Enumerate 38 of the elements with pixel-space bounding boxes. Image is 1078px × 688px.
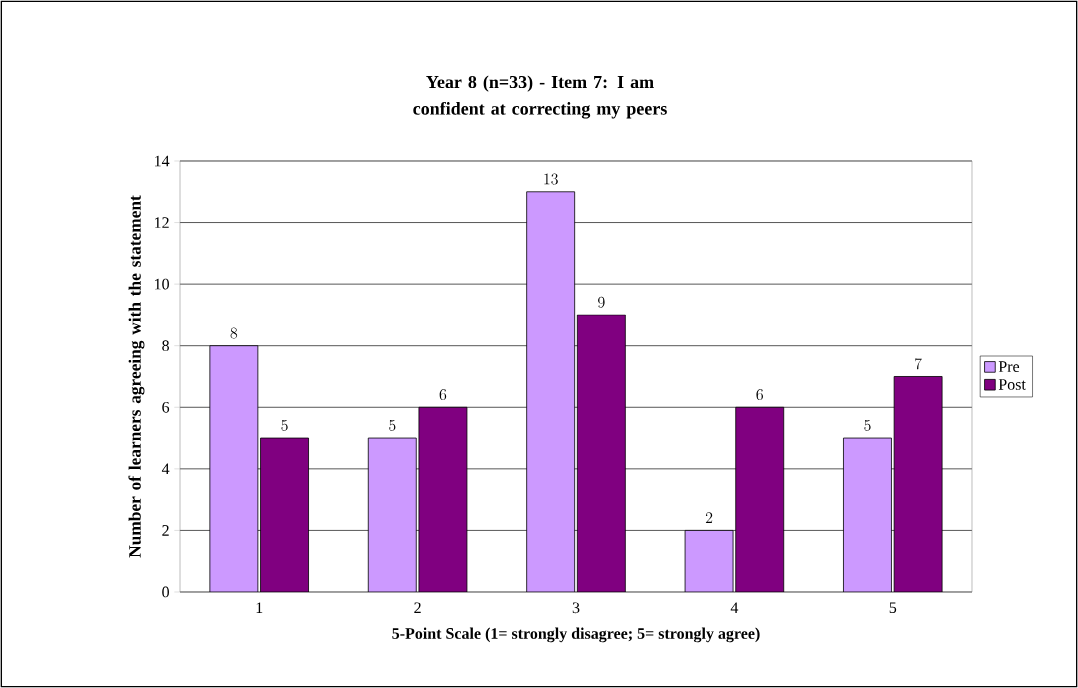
y-tick-label: 10	[155, 278, 169, 290]
bar	[684, 530, 734, 592]
data-label: 7	[915, 358, 922, 370]
data-label: 6	[756, 389, 763, 401]
bar	[893, 376, 943, 592]
bar	[735, 406, 785, 592]
bar	[526, 191, 576, 592]
data-label: 13	[544, 173, 558, 185]
y-tick-label: 6	[162, 401, 170, 413]
data-label: 9	[598, 296, 605, 308]
data-label: 2	[705, 512, 713, 523]
data-label: 6	[439, 389, 447, 401]
y-tick-label: 2	[162, 525, 169, 536]
x-axis-title: 5-Point Scale (1= strongly disagree; 5= strongly agree)	[392, 627, 760, 643]
data-label: 8	[230, 327, 238, 339]
data-label: 5	[389, 419, 396, 431]
x-tick-label: 5	[889, 602, 897, 614]
x-tick-label: 1	[256, 602, 263, 613]
bar	[576, 314, 626, 592]
data-label: 5	[864, 419, 871, 431]
y-axis-title: Number of learners agreeing with the statement	[128, 195, 145, 558]
legend-label: Post	[998, 379, 1026, 390]
bar	[209, 345, 259, 592]
y-tick-label: 12	[155, 217, 169, 228]
x-tick-label: 4	[730, 602, 739, 613]
y-tick-label: 4	[161, 463, 170, 475]
x-tick-label: 3	[572, 602, 580, 614]
x-tick-label: 2	[414, 602, 421, 613]
data-label: 5	[281, 419, 288, 431]
chart-title: Year 8 (n=33) - Item 7: I am confident at correcting my peers	[413, 75, 667, 119]
bar	[418, 406, 468, 592]
y-tick-label: 0	[162, 586, 169, 598]
legend-label: Pre	[998, 361, 1020, 372]
bar	[843, 437, 892, 592]
bar	[367, 437, 417, 592]
bar	[260, 437, 309, 592]
y-tick-label: 14	[155, 155, 170, 167]
y-tick-label: 8	[162, 340, 169, 352]
